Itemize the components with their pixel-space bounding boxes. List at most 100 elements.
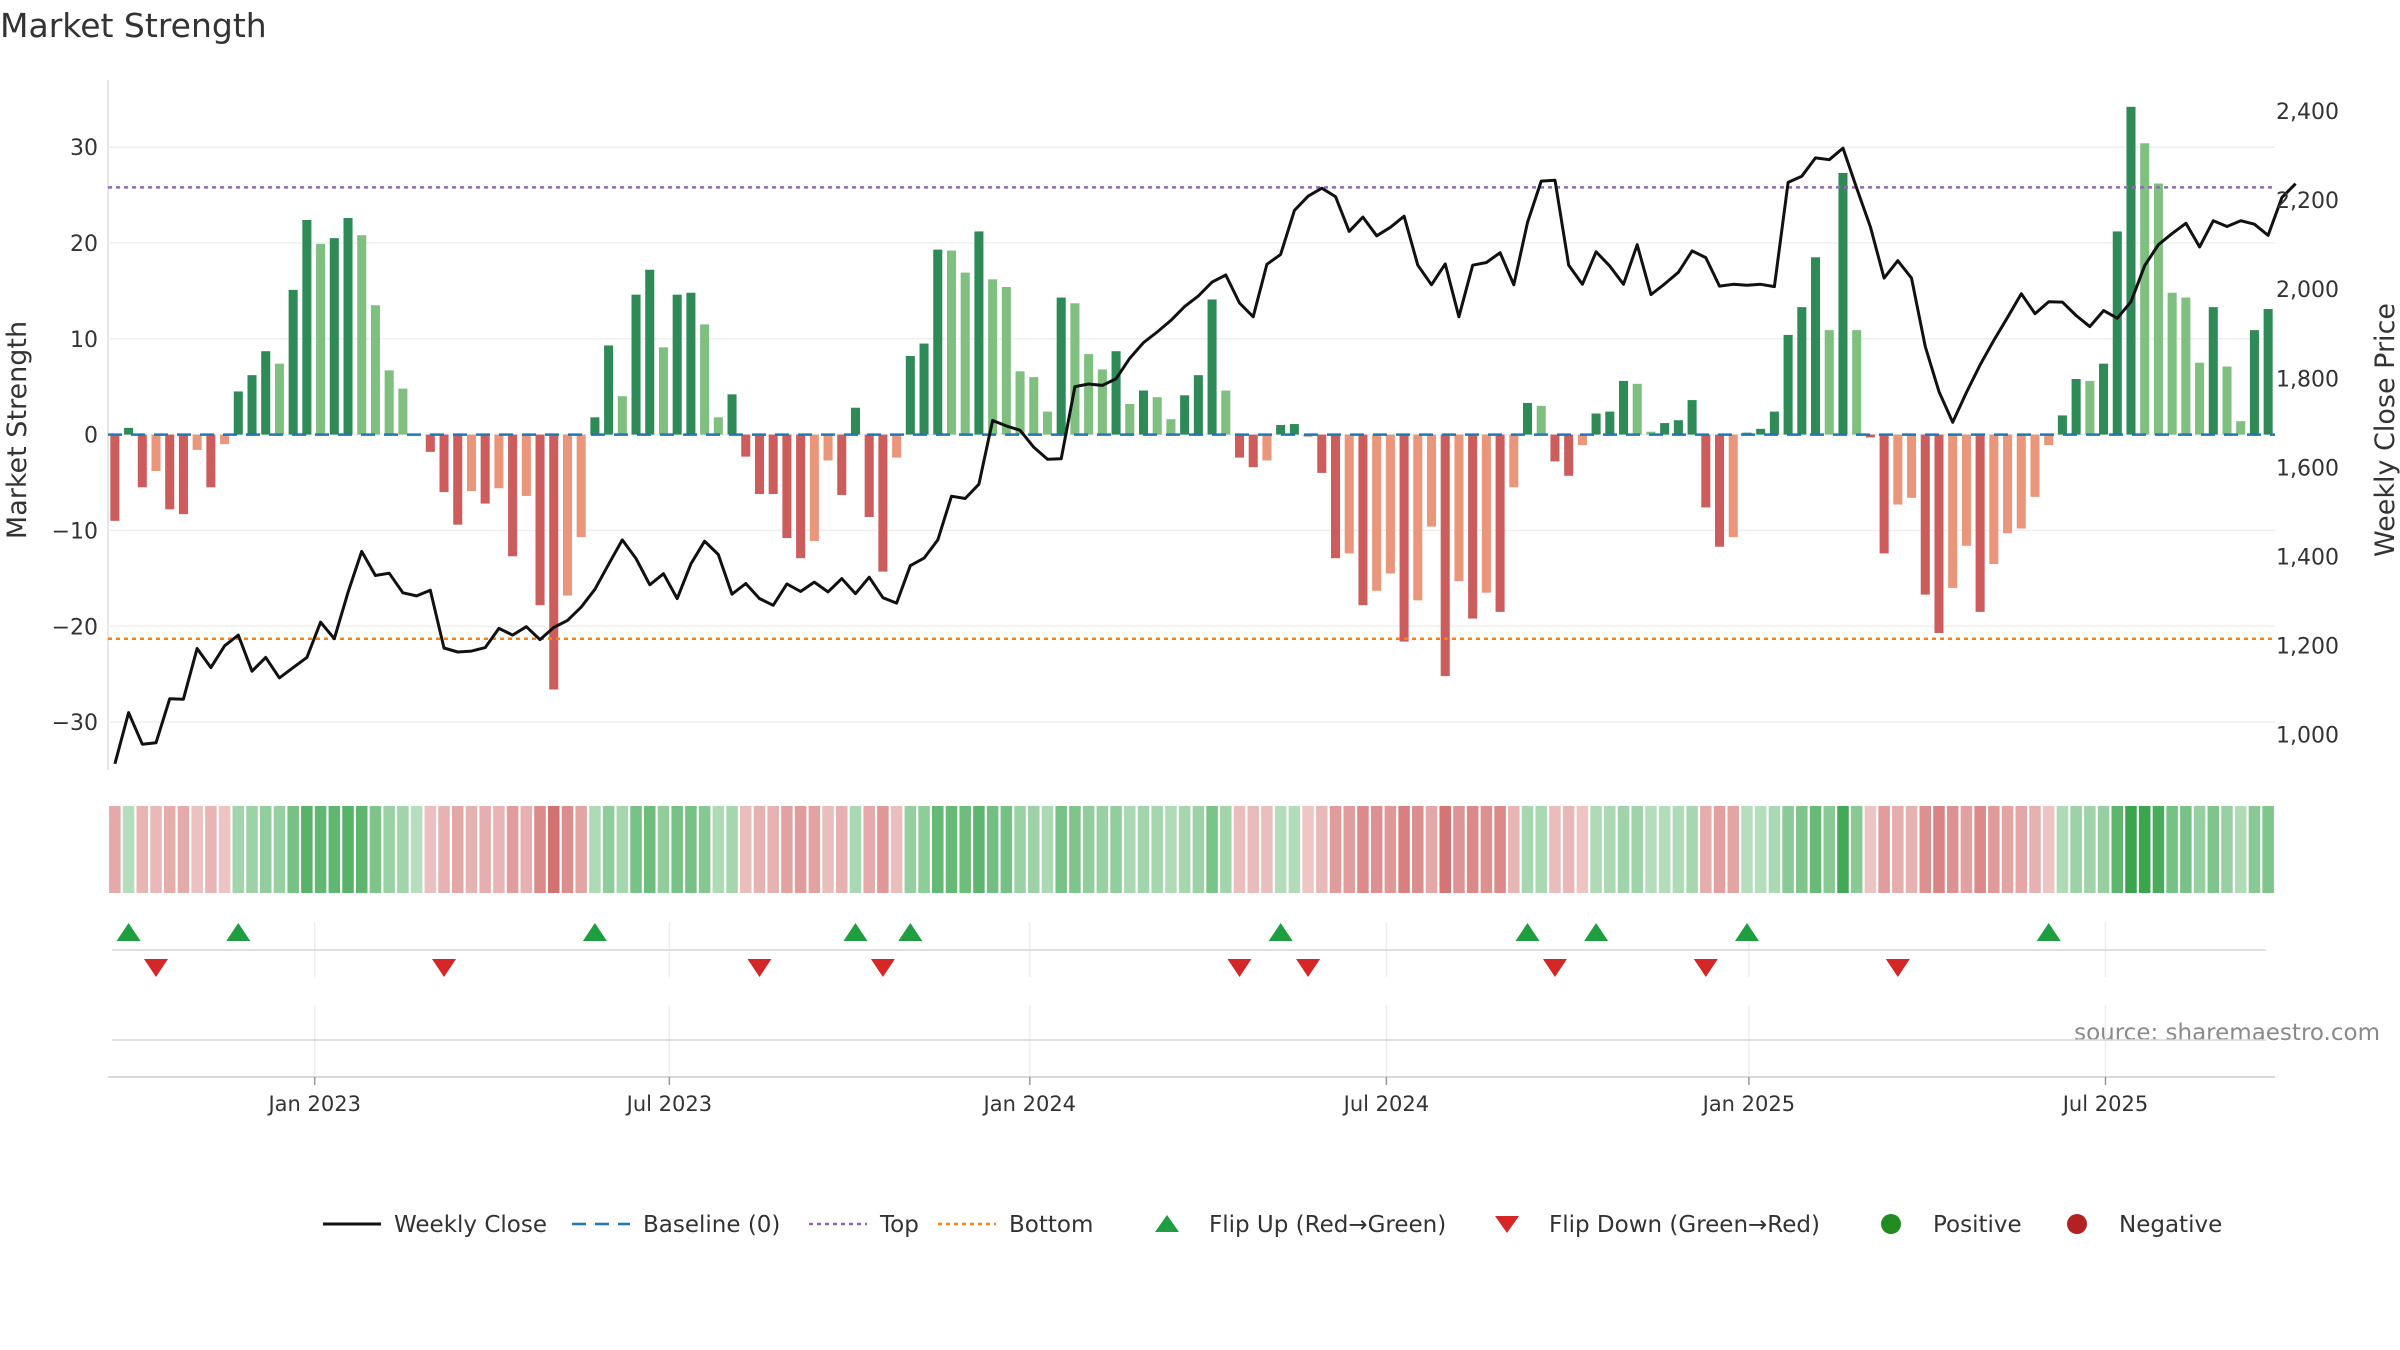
heat-cell <box>822 806 834 893</box>
strength-bar <box>1838 172 1848 435</box>
strength-bar <box>494 434 504 489</box>
y-axis-left-label: Market Strength <box>2 321 33 539</box>
legend-item: Positive <box>1881 1212 2022 1238</box>
strength-bar <box>316 243 326 435</box>
flip-down-marker <box>144 959 169 977</box>
heat-cell <box>685 806 697 893</box>
heat-cell <box>1946 806 1959 893</box>
strength-bar <box>658 347 668 435</box>
strength-bar <box>1330 434 1341 559</box>
strength-bar <box>946 250 957 435</box>
heat-cell <box>1000 806 1013 893</box>
strength-bar <box>2085 380 2095 435</box>
source-note: source: sharemaestro.com <box>2074 1020 2380 1046</box>
heat-cell <box>2166 806 2178 893</box>
strength-bar <box>1111 351 1121 435</box>
heat-cell <box>1576 806 1589 893</box>
heat-cell <box>109 806 121 893</box>
heat-cell <box>1631 806 1644 893</box>
axis-ticks: 30 20 10 0 −10 −20 −30 2,400 2,200 2,000 1,800 1,60… <box>52 100 2339 748</box>
heat-cell <box>1672 806 1685 893</box>
strength-bar <box>302 219 312 435</box>
strength-bar <box>1125 403 1135 435</box>
strength-bar <box>2016 434 2026 529</box>
strength-bar <box>274 363 284 435</box>
right-tick-label: 1,000 <box>2276 723 2339 748</box>
strength-bar <box>453 434 463 525</box>
heat-cell <box>1274 806 1287 893</box>
heat-cell <box>1549 806 1561 893</box>
heat-cell <box>2248 806 2261 893</box>
flip-up-marker <box>226 923 251 941</box>
heat-cell <box>1233 806 1246 893</box>
strength-bar <box>741 434 751 457</box>
heat-cell <box>1165 806 1177 893</box>
heat-cell <box>1658 806 1671 893</box>
heat-cell <box>904 806 917 893</box>
heat-cell <box>1055 806 1067 893</box>
heat-cell <box>1137 806 1150 893</box>
strength-bar <box>1358 434 1368 606</box>
strength-bar <box>2222 366 2232 435</box>
heat-cell <box>1727 806 1740 893</box>
heat-cell <box>1782 806 1794 893</box>
left-tick-label: −10 <box>52 519 98 544</box>
strength-bar <box>1221 390 1231 435</box>
heat-cell <box>1850 806 1863 893</box>
strength-bar <box>1852 330 1862 435</box>
heat-cell <box>1220 806 1232 893</box>
strength-bar <box>1687 400 1697 435</box>
heat-cell <box>986 806 999 893</box>
strength-bar <box>178 434 188 515</box>
heat-cell <box>1316 806 1328 893</box>
strength-bar <box>905 356 915 435</box>
heat-cell <box>136 806 149 893</box>
strength-bar <box>1138 390 1149 435</box>
strength-bar <box>1070 303 1080 435</box>
strength-bar <box>521 434 531 496</box>
heat-cell <box>232 806 245 893</box>
legend-item: Flip Down (Green→Red) <box>1495 1212 1820 1238</box>
heat-cell <box>369 806 382 893</box>
legend-item: Negative <box>2067 1212 2222 1238</box>
strength-bar <box>2236 421 2246 435</box>
heat-cell <box>2029 806 2041 893</box>
strength-bar <box>1783 334 1793 435</box>
strength-bar <box>1001 287 1011 435</box>
strength-bar <box>1399 434 1409 642</box>
strength-bar <box>1728 434 1738 538</box>
heat-cell <box>451 806 464 893</box>
strength-bar <box>919 343 929 435</box>
heat-cell <box>2234 806 2247 893</box>
legend-label: Negative <box>2119 1212 2222 1238</box>
strength-bar <box>933 249 943 435</box>
heat-cell <box>2001 806 2014 893</box>
strength-bar <box>2153 183 2163 435</box>
strength-bar <box>1879 434 1889 554</box>
heat-cell <box>2221 806 2233 893</box>
strength-bar <box>247 375 257 435</box>
strength-bar <box>1550 434 1560 462</box>
heat-cell <box>534 806 546 893</box>
heat-cell <box>712 806 725 893</box>
strength-bar <box>727 394 737 435</box>
heat-cell <box>246 806 258 893</box>
strength-bar <box>1193 375 1203 435</box>
x-tick-label: Jan 2025 <box>1701 1092 1796 1116</box>
legend-swatch <box>1881 1214 1901 1234</box>
strength-bar <box>439 434 449 493</box>
heat-cell <box>1878 806 1890 893</box>
heat-cell <box>918 806 930 893</box>
x-tick-label: Jan 2024 <box>982 1092 1077 1116</box>
strength-bar <box>357 235 367 435</box>
strength-bar <box>2181 297 2191 435</box>
strength-bar <box>1481 434 1491 593</box>
strength-bar <box>782 434 792 539</box>
legend-label: Bottom <box>1009 1212 1093 1238</box>
strength-bar <box>960 272 970 435</box>
strength-bar <box>1084 354 1094 435</box>
heat-cell <box>177 806 190 893</box>
legend-label: Flip Up (Red→Green) <box>1209 1212 1446 1238</box>
heat-cell <box>163 806 176 893</box>
heat-cell <box>438 806 450 893</box>
